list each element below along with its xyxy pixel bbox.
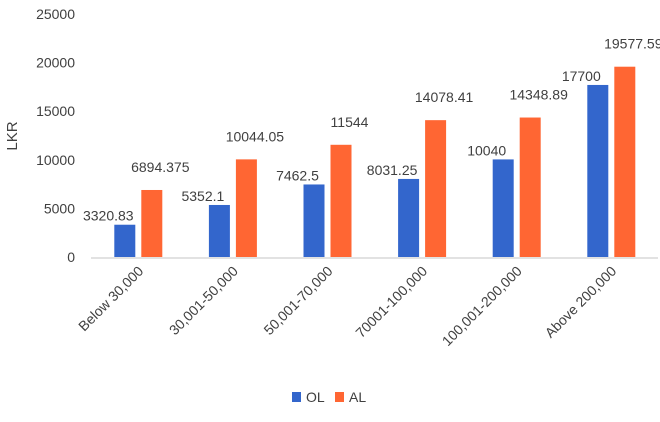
data-label: 8031.25 (367, 162, 418, 178)
legend-swatch-al (335, 392, 344, 402)
x-tick-label: Above 200,000 (541, 263, 619, 341)
x-tick-label: 30,001-50,000 (166, 263, 241, 338)
data-label: 7462.5 (276, 167, 319, 183)
y-tick-label: 5000 (44, 200, 75, 216)
data-label: 10044.05 (226, 128, 285, 144)
bar-al (330, 144, 352, 257)
data-label: 10040 (467, 142, 506, 158)
bar-ol (492, 159, 514, 257)
y-tick-label: 10000 (36, 152, 75, 168)
y-axis-label: LKR (4, 121, 21, 150)
bar-ol (208, 204, 230, 257)
y-tick-label: 20000 (36, 55, 75, 71)
y-tick-label: 15000 (36, 103, 75, 119)
bar-al (425, 120, 447, 257)
bar-al (614, 66, 636, 257)
y-tick-label: 25000 (36, 6, 75, 22)
y-tick-label: 0 (67, 249, 75, 265)
bar-ol (587, 84, 609, 258)
bar-ol (303, 184, 325, 257)
data-label: 6894.375 (131, 159, 190, 175)
data-label: 11544 (331, 114, 369, 130)
x-tick-label: 50,001-70,000 (260, 263, 335, 338)
x-tick-label: 100,001-200,000 (439, 263, 525, 349)
data-label: 14078.41 (415, 89, 474, 105)
bar-al (141, 189, 163, 257)
bar-al (235, 159, 257, 257)
x-tick-label: 70001-100,000 (352, 263, 430, 341)
legend-label: AL (349, 389, 366, 405)
x-tick-label: Below 30,000 (75, 263, 146, 334)
bar-al (519, 117, 541, 258)
data-label: 3320.83 (83, 208, 134, 224)
data-label: 14348.89 (509, 87, 568, 103)
data-label: 19577.59 (604, 36, 660, 52)
legend-swatch-ol (292, 392, 301, 402)
bar-ol (114, 224, 136, 257)
data-label: 5352.1 (181, 188, 224, 204)
data-label: 17700 (562, 68, 601, 84)
legend-label: OL (306, 389, 325, 405)
bar-ol (398, 178, 420, 257)
